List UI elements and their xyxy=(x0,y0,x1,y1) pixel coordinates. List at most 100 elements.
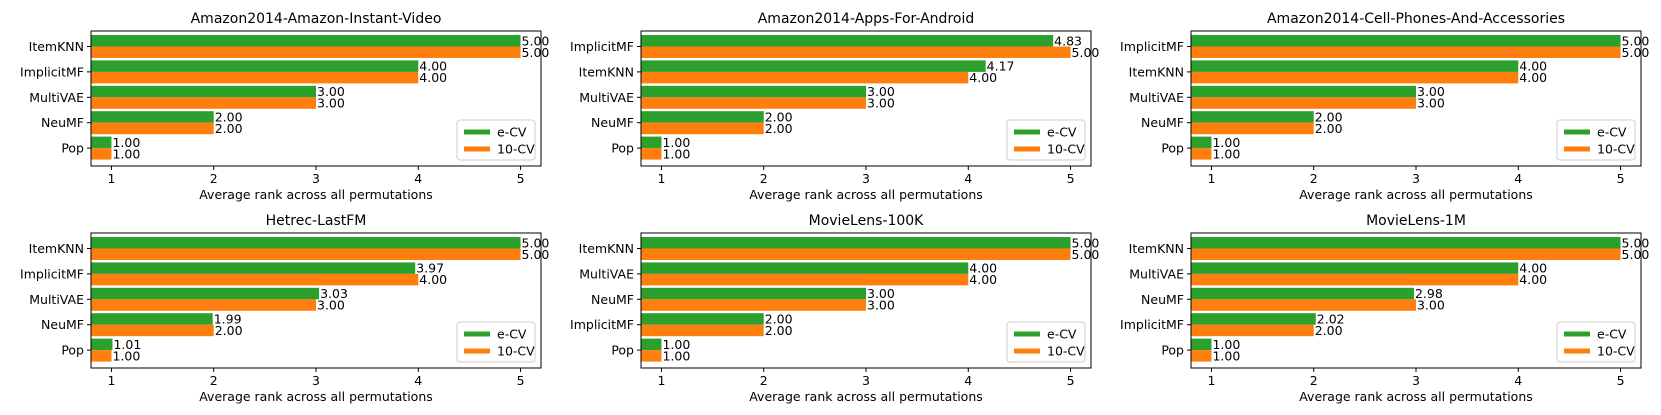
x-tick-label: 3 xyxy=(1412,171,1420,186)
bar-e-cv xyxy=(641,111,764,123)
legend-label: 10-CV xyxy=(1597,142,1635,157)
y-tick-label: ItemKNN xyxy=(1129,241,1184,256)
bar-10-cv xyxy=(1191,299,1416,311)
bar-10-cv xyxy=(1191,273,1519,286)
x-axis-label: Average rank across all permutations xyxy=(749,389,983,404)
bar-e-cv xyxy=(1191,85,1416,98)
value-label: 2.00 xyxy=(765,121,793,136)
value-label: 3.00 xyxy=(867,96,895,111)
value-label: 5.00 xyxy=(1622,45,1650,60)
y-tick-label: MultiVAE xyxy=(579,266,634,281)
bar-10-cv xyxy=(91,324,214,337)
y-tick-label: Pop xyxy=(611,141,634,156)
bar-10-cv xyxy=(1191,248,1621,260)
legend-label: 10-CV xyxy=(1047,142,1085,157)
y-tick-label: NeuMF xyxy=(41,115,84,130)
value-label: 4.00 xyxy=(419,70,447,85)
y-tick-label: Pop xyxy=(611,343,634,358)
value-label: 1.00 xyxy=(662,337,690,352)
legend-label: e-CV xyxy=(1047,327,1077,342)
x-tick-label: 1 xyxy=(107,171,115,186)
value-label: 1.00 xyxy=(1212,135,1240,150)
x-tick-label: 4 xyxy=(1514,171,1522,186)
value-label: 5.00 xyxy=(1622,247,1650,262)
y-tick-label: MultiVAE xyxy=(29,90,84,105)
value-label: 1.00 xyxy=(662,146,690,161)
bar-e-cv xyxy=(1191,262,1519,274)
bar-e-cv xyxy=(91,85,316,98)
bar-10-cv xyxy=(91,71,419,84)
value-label: 5.00 xyxy=(1622,33,1650,48)
bar-e-cv xyxy=(1191,111,1314,123)
value-label: 2.00 xyxy=(215,323,243,338)
value-label: 5.00 xyxy=(1072,235,1100,250)
bar-10-cv xyxy=(641,248,1071,260)
value-label: 1.00 xyxy=(662,348,690,363)
bar-10-cv xyxy=(91,248,521,260)
chart-panel: 5.005.00 ImplicitMF 4.004.00 ItemKNN 3.003.0… xyxy=(1120,11,1649,202)
value-label: 3.00 xyxy=(867,84,895,99)
value-label: 3.97 xyxy=(416,261,444,276)
x-tick-label: 3 xyxy=(862,373,870,388)
bar-e-cv xyxy=(1191,60,1519,72)
value-label: 3.00 xyxy=(1417,298,1445,313)
value-label: 2.00 xyxy=(1315,109,1343,124)
bar-e-cv xyxy=(1191,237,1621,249)
y-tick-label: Pop xyxy=(61,141,84,156)
x-tick-label: 1 xyxy=(657,373,665,388)
value-label: 2.00 xyxy=(1315,323,1343,338)
value-label: 2.98 xyxy=(1415,286,1443,301)
value-label: 3.00 xyxy=(317,96,345,111)
x-tick-label: 3 xyxy=(862,171,870,186)
chart-title: Amazon2014-Amazon-Instant-Video xyxy=(191,11,442,27)
bar-e-cv xyxy=(1191,136,1212,149)
y-tick-label: MultiVAE xyxy=(29,292,84,307)
x-tick-label: 5 xyxy=(1617,373,1625,388)
value-label: 3.00 xyxy=(1417,96,1445,111)
x-tick-label: 2 xyxy=(1310,373,1318,388)
value-label: 1.00 xyxy=(112,135,140,150)
y-tick-label: ItemKNN xyxy=(579,64,634,79)
x-axis-label: Average rank across all permutations xyxy=(749,187,983,202)
y-tick-label: MultiVAE xyxy=(1129,266,1184,281)
value-label: 4.00 xyxy=(1519,70,1547,85)
bar-e-cv xyxy=(91,287,320,300)
bar-e-cv xyxy=(641,237,1071,249)
x-tick-label: 1 xyxy=(1207,171,1215,186)
bar-10-cv xyxy=(1191,71,1519,84)
bar-10-cv xyxy=(91,299,316,311)
bar-e-cv xyxy=(91,136,112,149)
bar-10-cv xyxy=(91,97,316,109)
y-tick-label: Pop xyxy=(1161,343,1184,358)
x-tick-label: 1 xyxy=(107,373,115,388)
bar-e-cv xyxy=(91,313,213,325)
value-label: 3.03 xyxy=(320,286,348,301)
bar-10-cv xyxy=(641,273,969,286)
value-label: 5.00 xyxy=(522,45,550,60)
legend-label: 10-CV xyxy=(1597,344,1635,359)
y-tick-label: ItemKNN xyxy=(29,241,84,256)
bar-10-cv xyxy=(91,148,112,160)
x-tick-label: 1 xyxy=(657,171,665,186)
legend: e-CV 10-CV xyxy=(456,321,536,363)
bar-10-cv xyxy=(1191,97,1416,109)
x-tick-label: 4 xyxy=(1514,373,1522,388)
bar-e-cv xyxy=(91,60,419,72)
value-label: 1.00 xyxy=(1212,337,1240,352)
y-tick-label: MultiVAE xyxy=(1129,90,1184,105)
bar-e-cv xyxy=(641,338,662,351)
y-tick-label: ImplicitMF xyxy=(1120,317,1184,332)
value-label: 5.00 xyxy=(1622,235,1650,250)
value-label: 1.00 xyxy=(112,348,140,363)
bar-e-cv xyxy=(1191,35,1621,47)
chart-panel: 5.005.00 ItemKNN 4.004.00 MultiVAE 2.983.00 N… xyxy=(1120,213,1649,404)
bar-e-cv xyxy=(641,85,866,98)
legend: e-CV 10-CV xyxy=(456,119,536,161)
x-tick-label: 4 xyxy=(964,171,972,186)
x-axis-label: Average rank across all permutations xyxy=(199,187,433,202)
x-tick-label: 1 xyxy=(1207,373,1215,388)
value-label: 3.00 xyxy=(1417,84,1445,99)
y-tick-label: ImplicitMF xyxy=(20,64,84,79)
y-tick-label: ImplicitMF xyxy=(1120,39,1184,54)
